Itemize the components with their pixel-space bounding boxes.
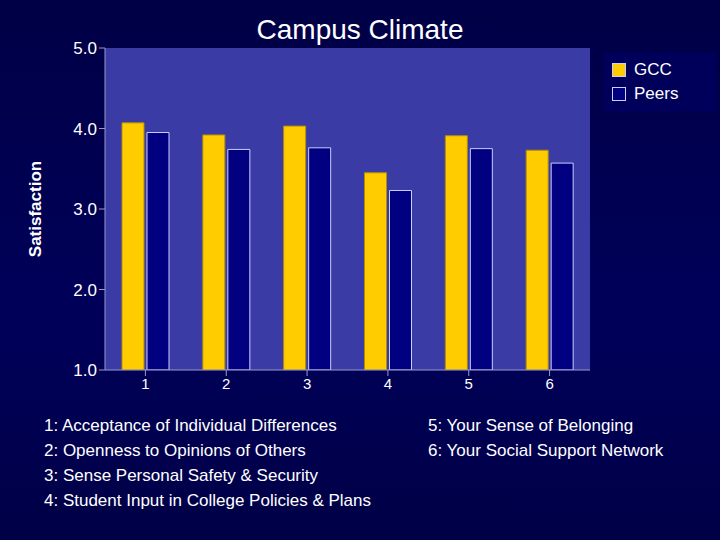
html-text:1: Acceptance of Individual Di: 1: Acceptance of Individual Differences <box>44 416 337 435</box>
svg-text:3.0: 3.0 <box>73 200 97 219</box>
svg-text:5: 5 <box>465 375 473 392</box>
svg-text:1.0: 1.0 <box>73 361 97 380</box>
svg-text:4: 4 <box>384 375 392 392</box>
svg-text:6: 6 <box>545 375 553 392</box>
svg-text:3: 3 <box>303 375 311 392</box>
svg-text:2: 2 <box>222 375 230 392</box>
svg-text:5.0: 5.0 <box>73 39 97 58</box>
html-text:4: Student Input in College Po: 4: Student Input in College Policies & P… <box>44 491 371 510</box>
html-text:2: Openness to Opinions of Oth: 2: Openness to Opinions of Others <box>44 441 306 460</box>
svg-text:4.0: 4.0 <box>73 120 97 139</box>
html-text:GCC: GCC <box>634 60 672 79</box>
html-text:Peers: Peers <box>634 84 679 103</box>
svg-text:1: 1 <box>141 375 149 392</box>
svg-text:Satisfaction: Satisfaction <box>26 161 45 257</box>
html-text:Campus Climate: Campus Climate <box>256 14 464 45</box>
html-text:5: Your Sense of Belonging: 5: Your Sense of Belonging <box>428 416 634 435</box>
html-text:3: Sense Personal Safety & Sec: 3: Sense Personal Safety & Security <box>44 466 318 485</box>
svg-text:2.0: 2.0 <box>73 281 97 300</box>
html-text:6: Your Social Support Network: 6: Your Social Support Network <box>428 441 664 460</box>
